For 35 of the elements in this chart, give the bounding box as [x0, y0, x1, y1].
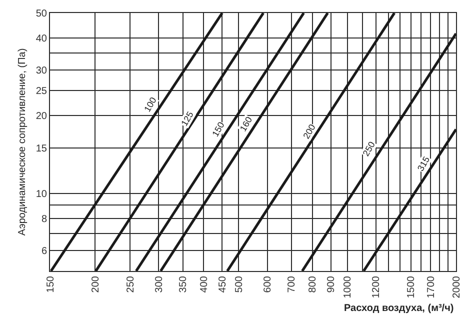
x-tick-label: 350	[178, 276, 190, 293]
x-tick-label: 900	[326, 276, 338, 293]
y-tick-label: 40	[36, 34, 48, 44]
x-tick-label: 300	[154, 276, 165, 293]
y-tick-label: 15	[36, 143, 48, 154]
x-tick-label: 150	[45, 276, 56, 293]
y-tick-label: 50	[36, 8, 48, 20]
x-tick-label: 250	[125, 276, 136, 293]
y-tick-label: 30	[36, 66, 48, 77]
annotation: 150	[210, 120, 226, 138]
y-tick-label: 10	[36, 188, 48, 200]
x-tick-label: 600	[262, 276, 274, 293]
x-axis-title: Расход воздуха, (м³/ч)	[344, 303, 454, 314]
x-tick-label: 1000	[342, 276, 354, 298]
x-tick-label: 1200	[371, 276, 382, 298]
x-tick-label: 1700	[426, 276, 437, 298]
x-tick-label: 500	[234, 276, 245, 293]
annotation: 200	[301, 122, 318, 141]
y-tick-label: 20	[36, 111, 48, 122]
annotation: 250	[360, 140, 377, 158]
y-tick-label: 8	[41, 214, 48, 225]
x-tick-label: 2000	[451, 276, 462, 298]
annotation: 315	[415, 154, 432, 173]
annotation: 160	[238, 115, 254, 134]
x-tick-label: 450	[217, 276, 228, 293]
y-axis-title: Аэродинамическое сопротивление, (Па)	[16, 48, 28, 236]
x-tick-label: 200	[90, 276, 102, 293]
annotation: 100	[142, 96, 158, 114]
x-tick-label: 1500	[406, 276, 418, 298]
y-tick-label: 25	[36, 86, 48, 98]
x-tick-label: 400	[198, 276, 210, 293]
x-tick-label: 700	[286, 276, 298, 293]
annotation: 125	[179, 110, 196, 128]
x-tick-label: 800	[308, 276, 319, 293]
y-tick-label: 6	[41, 246, 48, 258]
